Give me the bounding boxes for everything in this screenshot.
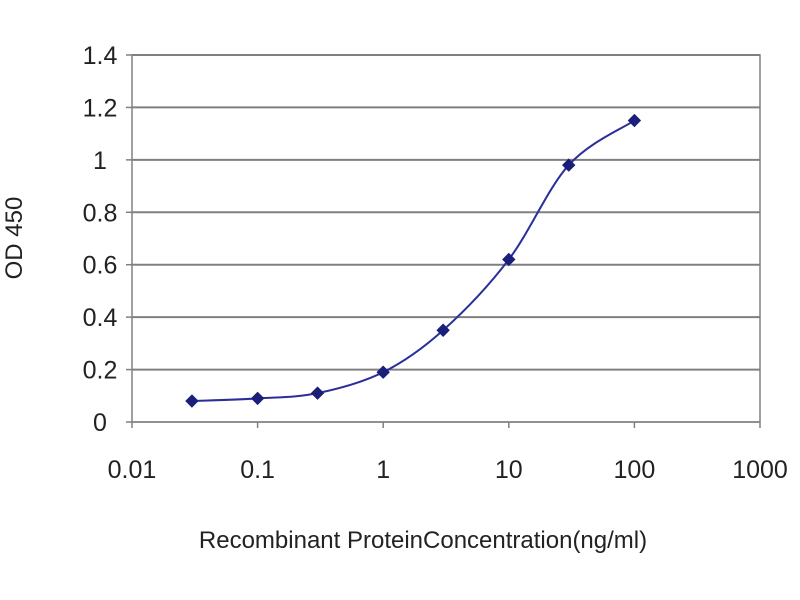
x-tick-label: 100 <box>614 456 656 484</box>
y-tick-label: 0 <box>93 409 107 437</box>
y-tick-label: 1.4 <box>83 42 118 70</box>
x-tick-label: 1000 <box>732 456 788 484</box>
x-axis-ticks: 0.01 0.1 1 10 100 1000 <box>108 421 788 484</box>
data-point-marker <box>185 394 199 408</box>
plot-area <box>131 54 761 423</box>
y-tick-label: 1.2 <box>83 94 118 122</box>
x-tick-label: 10 <box>495 456 523 484</box>
data-point-marker <box>436 323 450 337</box>
plot-frame <box>131 54 761 423</box>
data-point-marker <box>502 252 516 267</box>
x-tick-label: 0.1 <box>240 456 275 484</box>
x-tick-label: 0.01 <box>108 456 157 484</box>
y-axis-title: OD 450 <box>1 197 28 280</box>
y-tick-label: 0.6 <box>83 252 118 280</box>
y-axis-ticks: 0 0.2 0.4 0.6 0.8 1 1.2 1.4 <box>83 42 132 437</box>
x-axis-title: Recombinant ProteinConcentration(ng/ml) <box>199 527 647 554</box>
data-point-marker <box>562 158 576 172</box>
data-point-marker <box>627 113 642 128</box>
y-tick-label: 0.4 <box>83 304 118 332</box>
y-tick-label: 1 <box>93 147 107 175</box>
x-tick-label: 1 <box>376 456 390 484</box>
data-point-marker <box>376 365 390 379</box>
series-layer <box>185 113 642 408</box>
gridlines <box>132 54 760 371</box>
data-point-marker <box>250 391 265 406</box>
y-tick-label: 0.2 <box>83 357 118 385</box>
y-tick-label: 0.8 <box>83 199 118 227</box>
data-point-marker <box>310 386 325 400</box>
